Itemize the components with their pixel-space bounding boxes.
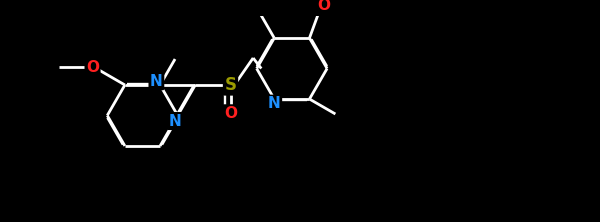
Text: N: N [150, 74, 163, 89]
Text: O: O [86, 60, 99, 75]
Text: S: S [224, 76, 236, 94]
Text: O: O [317, 0, 330, 13]
Text: O: O [224, 106, 237, 121]
Text: N: N [169, 113, 181, 129]
Text: N: N [268, 96, 281, 111]
